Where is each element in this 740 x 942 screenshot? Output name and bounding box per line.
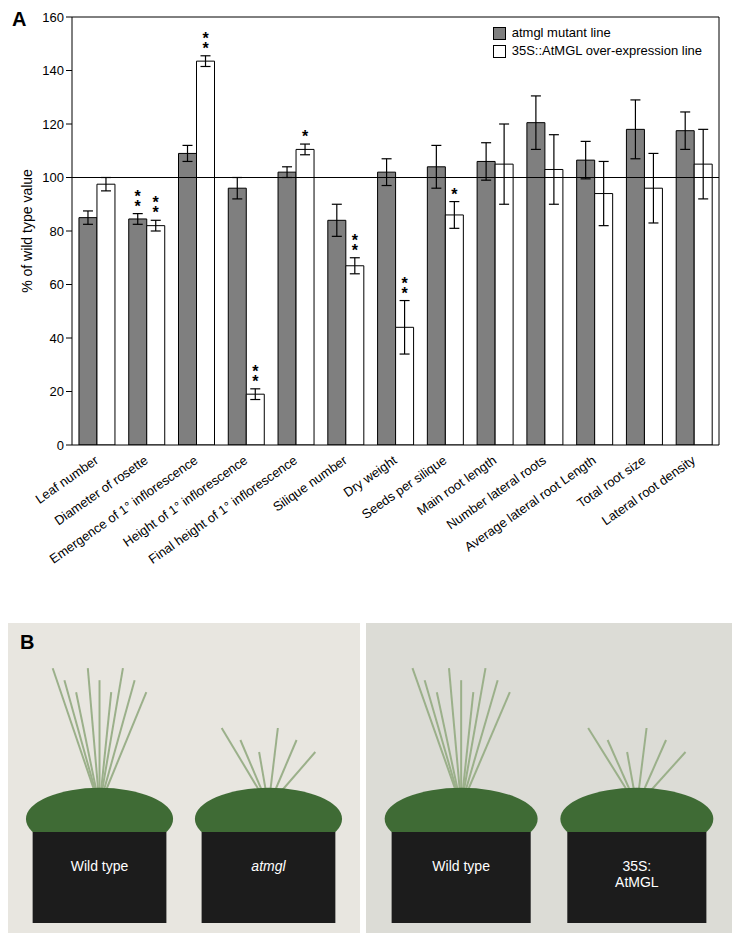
svg-text:80: 80 [50,224,64,239]
svg-text:atmgl: atmgl [251,858,286,874]
svg-text:120: 120 [42,117,64,132]
svg-text:Lateral root density: Lateral root density [599,452,699,528]
svg-text:Total root size: Total root size [574,452,649,511]
svg-text:Emergence of 1° inflorescence: Emergence of 1° inflorescence [46,452,201,567]
svg-text:*: * [401,275,408,292]
svg-text:Leaf number: Leaf number [32,452,101,507]
html-text:35S::AtMGL over-expression lin: 35S::AtMGL over-expression line [511,43,702,58]
svg-text:*: * [202,30,209,47]
svg-text:*: * [302,128,309,145]
html-text:atmgl mutant line: atmgl mutant line [511,25,611,40]
svg-text:*: * [135,188,142,205]
svg-text:Height of 1° inflorescence: Height of 1° inflorescence [120,452,251,550]
svg-text:Wild type: Wild type [432,858,490,874]
svg-text:*: * [153,194,160,211]
svg-text:Main root length: Main root length [414,452,500,519]
html-text:A: A [12,8,27,30]
svg-text:Dry weight: Dry weight [340,452,400,500]
svg-text:35S:: 35S: [622,858,651,874]
svg-text:*: * [451,186,458,203]
svg-text:Diameter of rosette: Diameter of rosette [51,452,151,529]
svg-text:% of wild type value: % of wild type value [19,169,35,293]
svg-text:B: B [20,631,34,653]
svg-text:0: 0 [57,438,64,453]
svg-text:Silique number: Silique number [270,452,350,514]
svg-text:AtMGL: AtMGL [615,874,659,890]
svg-text:*: * [352,232,359,249]
svg-text:60: 60 [50,277,64,292]
svg-text:40: 40 [50,331,64,346]
svg-text:140: 140 [42,63,64,78]
svg-text:160: 160 [42,10,64,25]
svg-text:Average lateral root Length: Average lateral root Length [461,452,599,555]
svg-text:*: * [252,363,259,380]
svg-text:Seeds per silique: Seeds per silique [359,452,449,521]
svg-text:100: 100 [42,170,64,185]
svg-text:Final height of 1° inflorescen: Final height of 1° inflorescence [145,452,300,567]
svg-text:Number lateral roots: Number lateral roots [443,452,549,533]
svg-text:Wild type: Wild type [71,858,129,874]
svg-text:20: 20 [50,384,64,399]
